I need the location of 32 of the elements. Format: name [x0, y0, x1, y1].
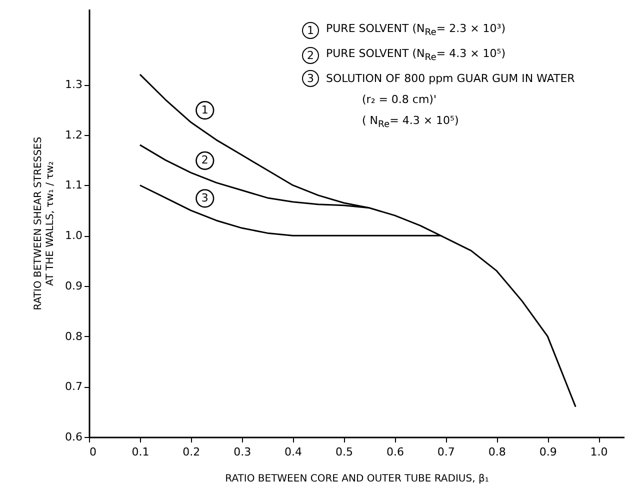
series-label: 1: [201, 103, 208, 116]
annotation: (r₂ = 0.8 cm)': [361, 92, 438, 108]
x-tick-label: 0.6: [386, 446, 404, 458]
x-tick-label: 0.8: [488, 446, 506, 458]
x-tick-label: 0: [90, 446, 96, 458]
x-tick-label: 0.3: [234, 446, 252, 458]
y-tick-label: 1.0: [65, 229, 82, 242]
y-tick-label: 0.6: [65, 430, 82, 444]
x-tick-label: 0.9: [539, 446, 557, 458]
x-tick-label: 0.1: [132, 446, 150, 458]
annotation: PURE SOLVENT (N$_{Re}$= 4.3 × 10⁵): [326, 46, 506, 66]
y-tick-label: 0.7: [65, 380, 82, 394]
text: 2: [201, 154, 208, 167]
y-tick-label: 1.3: [65, 78, 82, 92]
text: 1: [307, 24, 314, 38]
annotation: SOLUTION OF 800 ppm GUAR GUM IN WATER: [326, 71, 575, 88]
x-tick-label: 0.4: [284, 446, 302, 458]
legend-label: 2: [302, 47, 319, 64]
y-tick-label: 0.9: [65, 279, 82, 292]
y-tick-label: 1.1: [65, 178, 82, 192]
y-tick-label: 1.2: [65, 128, 82, 142]
x-axis-title: RATIO BETWEEN CORE AND OUTER TUBE RADIUS, β₁: [225, 474, 489, 484]
x-tick-label: 1.0: [590, 446, 608, 458]
x-tick-label: 0.5: [336, 446, 354, 458]
x-tick-label: 0.7: [437, 446, 455, 458]
annotation: ( N$_{Re}$= 4.3 × 10⁵): [361, 113, 460, 133]
y-axis-title: RATIO BETWEEN SHEAR STRESSES AT THE WALLS, τw₁ / τw₂: [33, 136, 56, 310]
y-tick-label: 0.8: [65, 330, 82, 343]
legend-label: 3: [302, 70, 319, 88]
x-tick-label: 0.2: [182, 446, 200, 458]
text: 3: [201, 191, 208, 204]
annotation: PURE SOLVENT (N$_{Re}$= 2.3 × 10³): [326, 21, 506, 40]
